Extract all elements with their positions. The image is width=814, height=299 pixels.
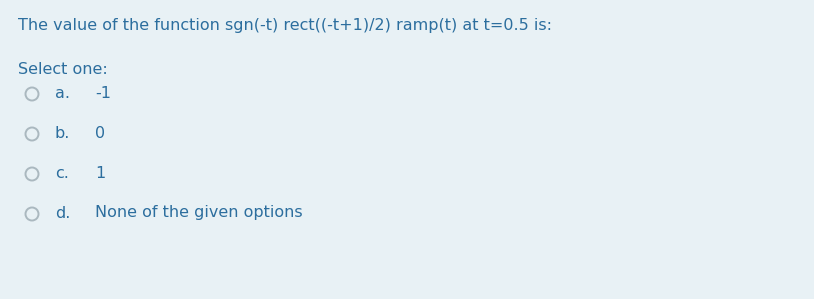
- Ellipse shape: [25, 167, 38, 181]
- Ellipse shape: [25, 208, 38, 220]
- Text: b.: b.: [55, 126, 70, 141]
- Text: c.: c.: [55, 166, 69, 181]
- Text: a.: a.: [55, 86, 70, 100]
- Ellipse shape: [25, 88, 38, 100]
- Text: None of the given options: None of the given options: [95, 205, 303, 220]
- Text: d.: d.: [55, 205, 70, 220]
- Text: 0: 0: [95, 126, 105, 141]
- Text: The value of the function sgn(-t) rect((-t+1)/2) ramp(t) at t=0.5 is:: The value of the function sgn(-t) rect((…: [18, 18, 552, 33]
- Text: -1: -1: [95, 86, 111, 100]
- Text: Select one:: Select one:: [18, 62, 107, 77]
- Ellipse shape: [25, 127, 38, 141]
- Text: 1: 1: [95, 166, 105, 181]
